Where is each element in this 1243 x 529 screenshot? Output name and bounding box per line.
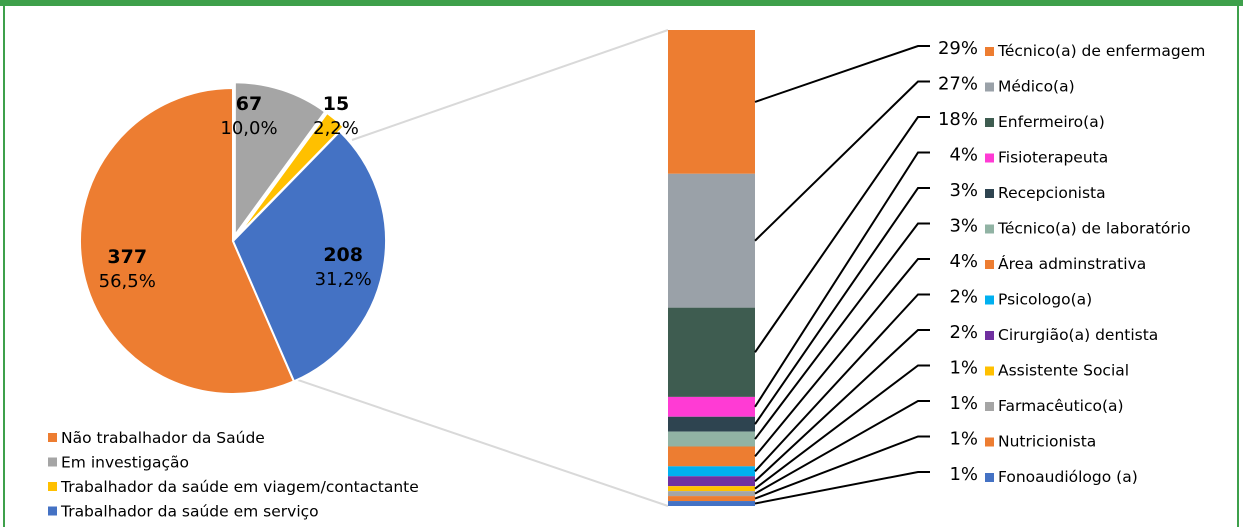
legend-swatch [985,118,994,127]
legend-swatch [48,482,57,491]
connector-top [351,29,669,141]
legend-label: Fonoaudiólogo (a) [998,468,1138,486]
pie-value-label: 377 [107,246,147,268]
connector-bottom [297,379,669,507]
bar-segment-area-adminstrativa [668,446,755,467]
bar-segment-fisioterapeuta [668,396,755,417]
legend-swatch [985,437,994,447]
legend-label: Médico(a) [998,78,1075,96]
legend-swatch [985,473,994,482]
legend-swatch [985,47,994,56]
legend-label: Nutricionista [998,433,1096,451]
leader-line [754,187,930,425]
legend-swatch [48,506,57,516]
bar-percent-label: 4% [949,251,978,272]
pie-data-labels: 377 56,5% 67 10,0% 15 2,2% 208 31,2% [99,93,372,292]
bar-percent-label: 2% [949,287,978,308]
legend-label: Não trabalhador da Saúde [61,429,265,447]
leader-line [754,80,930,242]
top-border [0,0,1243,6]
legend-swatch [985,295,994,305]
bar-percent-label: 3% [949,180,978,201]
pie-value-label: 15 [323,93,349,115]
legend-swatch [985,82,994,92]
legend-label: Técnico(a) de enfermagem [997,42,1205,60]
pie-slice-nao-trabalhador-da-saude [79,86,296,395]
legend-label: Área adminstrativa [998,254,1146,273]
legend-swatch [985,224,994,234]
legend-label: Recepcionista [998,184,1106,202]
leader-line [754,222,930,440]
bar-segment-fonoaudiologo-a [668,501,755,506]
legend-swatch [48,457,57,467]
bar-segment-tecnico-a-de-laboratorio [668,431,755,447]
bar-segment-cirurgiao-a-dentista [668,476,755,487]
bar-percent-label: 4% [949,145,978,166]
leader-line [754,258,930,458]
legend-label: Farmacêutico(a) [998,397,1124,415]
bar-segment-nutricionista [668,496,755,502]
leader-line [754,471,930,505]
legend-label: Técnico(a) de laboratório [997,220,1191,238]
pie-slice-trabalhador-da-saude-em-servico [231,130,387,383]
legend-label: Trabalhador da saúde em viagem/contactan… [60,478,419,496]
pie-percent-label: 2,2% [313,118,359,139]
legend-swatch [985,402,994,411]
bar-segment-assistente-social [668,486,755,492]
stacked-bar [668,30,755,506]
bar-percent-label: 27% [938,74,978,95]
bar-segment-medico-a [668,173,755,308]
legend-swatch [985,331,994,340]
bar-leader-lines: 29% 27% 18% 4% 3% 3% 4% 2% 2% 1% 1% 1% 1% [754,38,978,505]
bar-legend: Técnico(a) de enfermagem Médico(a) Enferme… [985,42,1205,486]
bar-segment-tecnico-a-de-enfermagem [668,30,755,174]
legend-label: Trabalhador da saúde em serviço [60,503,319,521]
leader-line [754,45,930,103]
pie-percent-label: 56,5% [99,271,156,292]
leader-line [754,293,930,472]
legend-swatch [48,433,57,442]
legend-swatch [985,260,994,269]
legend-label: Cirurgião(a) dentista [998,326,1158,344]
legend-swatch [985,189,994,198]
pie-chart [79,81,387,395]
pie-value-label: 67 [236,93,262,115]
bar-percent-label: 18% [938,109,978,130]
bar-segment-psicologo-a [668,466,755,477]
bar-segment-recepcionista [668,416,755,432]
pie-value-label: 208 [323,244,363,266]
pie-slice-em-investigacao [233,81,327,239]
bar-percent-label: 2% [949,322,978,343]
bar-percent-label: 29% [938,38,978,59]
leader-line [754,151,930,408]
bar-percent-label: 1% [949,464,978,485]
legend-label: Fisioterapeuta [998,149,1108,167]
pie-slice-trabalhador-da-saude-em-viagem-contactante [236,111,346,238]
bar-segment-enfermeiro-a [668,307,755,397]
legend-label: Assistente Social [998,362,1129,380]
legend-label: Psicologo(a) [998,291,1092,309]
pie-legend: Não trabalhador da Saúde Em investigação T… [48,429,419,521]
pie-percent-label: 10,0% [220,118,277,139]
bar-percent-label: 3% [949,216,978,237]
leader-line [754,329,930,482]
pie-percent-label: 31,2% [315,269,372,290]
legend-swatch [985,366,994,376]
legend-swatch [985,153,994,163]
bar-percent-label: 1% [949,358,978,379]
leader-line [754,400,930,495]
leader-line [754,116,930,353]
bar-percent-label: 1% [949,429,978,450]
leader-line [754,435,930,500]
bar-segment-farmaceutico-a [668,491,755,497]
pie-bar-connectors [297,29,669,507]
legend-label: Enfermeiro(a) [998,113,1105,131]
legend-label: Em investigação [61,454,189,472]
leader-line [754,364,930,490]
bar-percent-label: 1% [949,393,978,414]
chart-frame [3,6,1239,527]
